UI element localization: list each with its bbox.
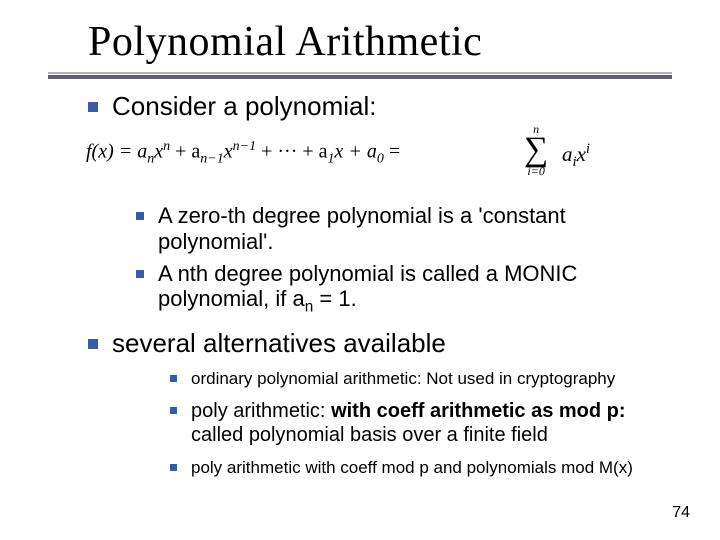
formula-sub-n1: n−1 [200,151,223,166]
monic-pre: A nth degree polynomial is called a MONI… [158,261,577,312]
bullet-lvl3-modmx: poly arithmetic with coeff mod p and pol… [170,457,672,478]
square-bullet-icon [88,339,98,349]
formula-x2: x [224,140,233,162]
bullet-lvl1-consider: Consider a polynomial: [88,92,672,121]
square-bullet-icon [170,464,177,471]
formula-expanded: f(x) = anxn + an−1xn−1 + ··· + a1x + a0 … [86,139,400,168]
sigma-lower: i=0 [524,165,548,177]
monic-post: = 1. [313,286,356,311]
bullet-text: A nth degree polynomial is called a MONI… [158,261,672,318]
square-bullet-icon [170,375,177,382]
sigma-notation: n ∑ i=0 [524,123,548,178]
bullet-text: several alternatives available [112,329,446,358]
formula-mid: + ··· + a [256,140,327,162]
rule-light [48,72,672,74]
modp-post: called polynomial basis over a finite fi… [191,424,548,446]
bullet-lvl1-alternatives: several alternatives available [88,329,672,358]
bullet-lvl3-ordinary: ordinary polynomial arithmetic: Not used… [170,368,672,389]
square-bullet-icon [136,270,144,278]
bullet-lvl3-modp: poly arithmetic: with coeff arithmetic a… [170,399,672,447]
sum-sup-i: i [586,141,590,157]
sigma-symbol: ∑ [524,135,548,166]
formula-lhs: f(x) = a [86,140,147,162]
bullet-text: poly arithmetic: with coeff arithmetic a… [191,399,672,447]
formula-eq: = [384,140,400,162]
formula-sup-n1: n−1 [233,139,256,154]
square-bullet-icon [88,102,98,112]
bullet-lvl2-monic: A nth degree polynomial is called a MONI… [136,261,672,318]
bullet-lvl2-zero-degree: A zero-th degree polynomial is a 'consta… [136,203,672,255]
bullet-text: ordinary polynomial arithmetic: Not used… [191,368,615,389]
bullet-text: A zero-th degree polynomial is a 'consta… [158,203,672,255]
sigma-term: aixi [562,141,590,171]
modp-pre: poly arithmetic: [191,400,331,422]
modp-bold: with coeff arithmetic as mod p: [331,400,625,422]
formula-plus1: + a [170,140,200,162]
formula-sub-0: 0 [377,151,384,166]
sum-x: x [577,142,586,166]
slide-title: Polynomial Arithmetic [88,18,672,66]
polynomial-formula: f(x) = anxn + an−1xn−1 + ··· + a1x + a0 … [76,127,672,187]
formula-sub-1: 1 [328,151,335,166]
sum-a: a [562,142,573,166]
bullet-text: Consider a polynomial: [112,92,376,121]
slide: Polynomial Arithmetic Consider a polynom… [0,0,720,540]
formula-x3: x + a [335,140,377,162]
square-bullet-icon [136,212,144,220]
bullet-text: poly arithmetic with coeff mod p and pol… [191,457,633,478]
square-bullet-icon [170,407,177,414]
title-rule [48,72,672,82]
formula-x1: x [154,140,163,162]
rule-dark [48,75,672,79]
page-number: 74 [672,504,690,522]
